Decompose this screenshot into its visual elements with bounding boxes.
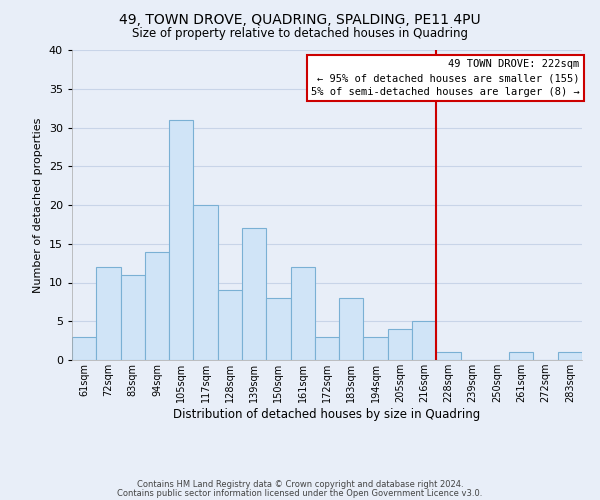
Bar	[145, 252, 169, 360]
Bar	[364, 337, 388, 360]
Bar	[169, 120, 193, 360]
Bar	[242, 228, 266, 360]
Bar	[558, 352, 582, 360]
Y-axis label: Number of detached properties: Number of detached properties	[33, 118, 43, 292]
Bar	[121, 275, 145, 360]
Bar	[193, 205, 218, 360]
X-axis label: Distribution of detached houses by size in Quadring: Distribution of detached houses by size …	[173, 408, 481, 421]
Bar	[96, 267, 121, 360]
Text: Contains HM Land Registry data © Crown copyright and database right 2024.: Contains HM Land Registry data © Crown c…	[137, 480, 463, 489]
Bar	[72, 337, 96, 360]
Bar	[388, 329, 412, 360]
Bar	[436, 352, 461, 360]
Bar	[315, 337, 339, 360]
Text: 49 TOWN DROVE: 222sqm
← 95% of detached houses are smaller (155)
5% of semi-deta: 49 TOWN DROVE: 222sqm ← 95% of detached …	[311, 60, 580, 98]
Bar	[339, 298, 364, 360]
Text: Contains public sector information licensed under the Open Government Licence v3: Contains public sector information licen…	[118, 488, 482, 498]
Bar	[218, 290, 242, 360]
Bar	[412, 322, 436, 360]
Bar	[290, 267, 315, 360]
Bar	[266, 298, 290, 360]
Text: Size of property relative to detached houses in Quadring: Size of property relative to detached ho…	[132, 28, 468, 40]
Text: 49, TOWN DROVE, QUADRING, SPALDING, PE11 4PU: 49, TOWN DROVE, QUADRING, SPALDING, PE11…	[119, 12, 481, 26]
Bar	[509, 352, 533, 360]
